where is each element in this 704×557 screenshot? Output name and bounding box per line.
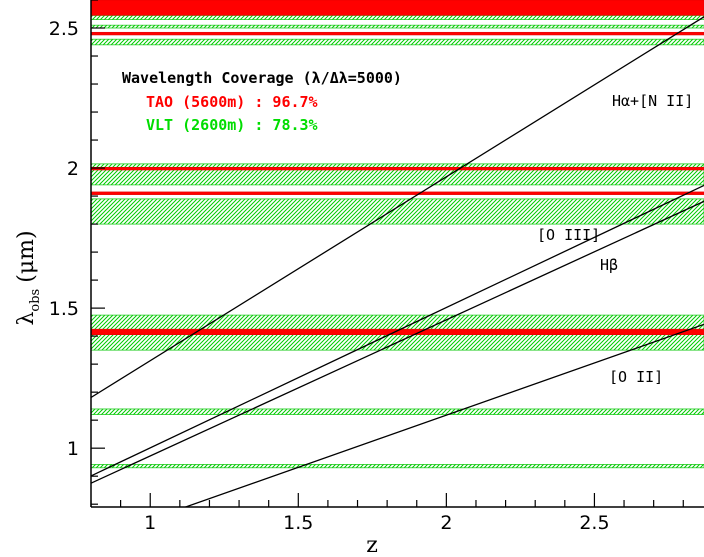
vlt-gap-band-0	[91, 15, 704, 21]
x-tick-label: 1	[144, 512, 156, 534]
vlt-gap-band-1	[91, 24, 704, 29]
emission-lines	[91, 16, 704, 507]
vlt-coverage-gaps	[91, 15, 704, 469]
tao-coverage-gaps	[91, 0, 704, 335]
x-tick-label: 2	[440, 512, 452, 534]
y-axis-label-main: λ	[14, 312, 39, 326]
y-tick-label: 2.5	[49, 18, 79, 40]
x-tick-label: 2.5	[579, 512, 609, 534]
oiii-line	[91, 184, 704, 477]
y-tick-label: 1	[67, 438, 79, 460]
oii-line	[183, 323, 704, 507]
y-axis-label-unit: (μm)	[14, 230, 39, 282]
vlt-gap-band-2	[91, 38, 704, 46]
series-label-oiii: [O III]	[537, 226, 600, 244]
hbeta-line	[91, 200, 704, 484]
tao-gap-band-4	[91, 328, 704, 335]
legend-title: Wavelength Coverage (λ/Δλ=5000)	[122, 69, 402, 87]
series-label-oii: [O II]	[609, 368, 663, 386]
tao-gap-band-1	[91, 31, 704, 36]
y-tick-label: 1.5	[49, 298, 79, 320]
vlt-gap-band-6	[91, 408, 704, 415]
tao-gap-band-0	[91, 0, 704, 16]
legend: Wavelength Coverage (λ/Δλ=5000) TAO (560…	[122, 69, 402, 134]
vlt-gap-band-7	[91, 464, 704, 469]
series-label-halpha: Hα+[N II]	[612, 92, 693, 110]
halpha-line	[91, 16, 704, 399]
tao-gap-band-3	[91, 191, 704, 195]
x-axis-label: z	[366, 533, 378, 557]
y-axis-label-sub: obs	[28, 289, 43, 312]
legend-entry-tao: TAO (5600m) : 96.7%	[146, 93, 318, 111]
y-axis-ticks: 1 1.5 2 2.5	[49, 0, 105, 505]
vlt-gap-band-4	[91, 198, 704, 225]
tao-gap-band-2	[91, 166, 704, 171]
x-tick-label: 1.5	[283, 512, 313, 534]
svg-text:λobs(μm): λobs (μm)	[14, 230, 43, 325]
legend-entry-vlt: VLT (2600m) : 78.3%	[146, 116, 318, 134]
y-axis-label: λobs (μm)	[14, 230, 43, 325]
plot-area	[91, 0, 704, 507]
y-tick-label: 2	[67, 158, 79, 180]
series-label-hbeta: Hβ	[600, 256, 618, 274]
x-axis-ticks: 1 1.5 2 2.5	[90, 493, 684, 534]
